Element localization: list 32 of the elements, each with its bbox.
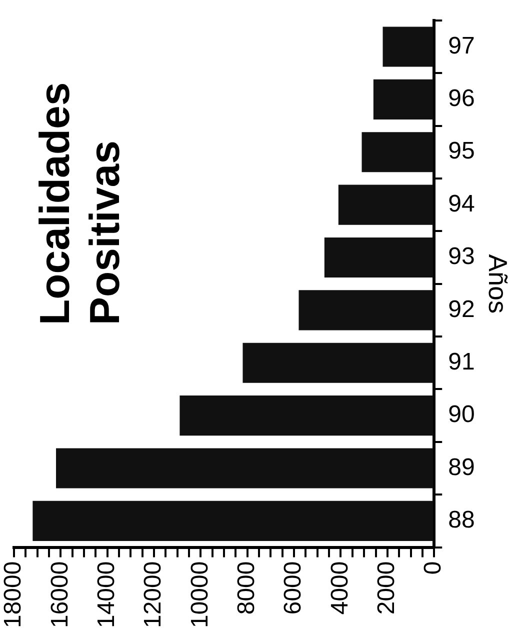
y-tick-label: 96	[448, 85, 475, 112]
x-tick-label: 16000	[46, 561, 74, 628]
bar	[338, 184, 434, 225]
y-tick-label: 88	[448, 506, 475, 534]
bar	[362, 132, 434, 172]
x-tick-label: 12000	[140, 561, 167, 628]
text: Localidades Positivas	[30, 81, 129, 325]
bar	[373, 79, 434, 120]
x-tick-label: 8000	[233, 561, 260, 615]
y-tick-label: 89	[448, 454, 475, 481]
bar	[298, 290, 434, 330]
y-axis-title: Años	[483, 254, 514, 314]
bar	[242, 342, 434, 383]
bar	[382, 26, 434, 67]
bar	[324, 237, 434, 278]
x-tick-label: 2000	[373, 561, 400, 615]
bar	[32, 500, 434, 541]
x-tick-label: 10000	[186, 561, 214, 628]
bar	[180, 396, 434, 436]
y-tick-label: 91	[448, 348, 475, 376]
x-tick-label: 4000	[326, 561, 354, 615]
y-tick-label: 93	[448, 243, 475, 270]
y-tick-label: 95	[448, 138, 475, 165]
x-tick-label: 18000	[0, 561, 27, 628]
x-tick-label: 0	[420, 561, 447, 575]
y-tick-label: 97	[448, 32, 475, 60]
y-tick-label: 92	[448, 296, 475, 323]
y-tick-label: 94	[448, 190, 475, 218]
x-tick-label: 14000	[92, 561, 120, 628]
y-tick-label: 90	[448, 401, 475, 428]
x-tick-label: 6000	[280, 561, 307, 615]
bar	[56, 448, 434, 488]
